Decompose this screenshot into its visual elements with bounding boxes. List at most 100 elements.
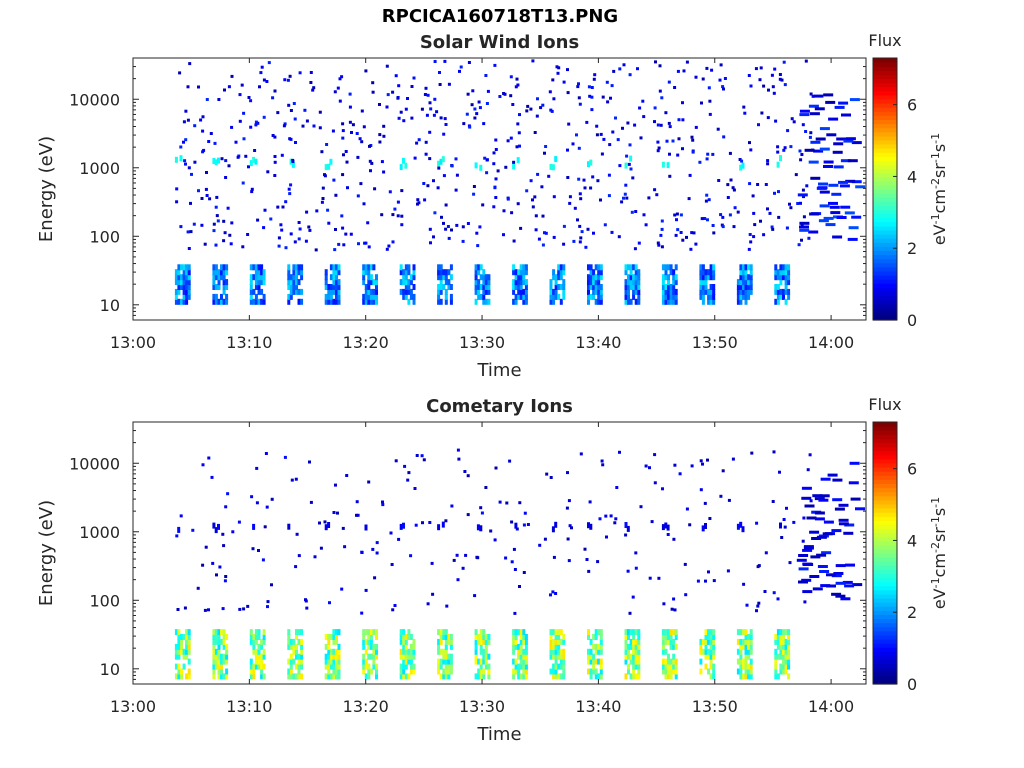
scatter-cell <box>213 141 217 145</box>
low-energy-cell <box>409 279 413 286</box>
scatter-cell <box>494 138 498 142</box>
late-cell <box>817 565 828 568</box>
low-energy-cell <box>739 673 743 680</box>
scatter-cell <box>770 73 774 77</box>
scatter-cell <box>305 210 309 214</box>
low-energy-cell <box>249 629 253 636</box>
low-energy-cell <box>257 264 261 271</box>
scatter-cell <box>273 155 277 158</box>
scatter-cell <box>283 455 287 459</box>
scatter-cell <box>428 130 432 134</box>
low-energy-cell <box>599 668 603 675</box>
low-energy-cell <box>474 658 478 665</box>
colorbar-segment <box>873 115 897 120</box>
band-1000-cell <box>437 524 441 531</box>
low-energy-cell <box>289 274 293 281</box>
scatter-cell <box>549 476 553 479</box>
low-energy-cell <box>407 648 411 655</box>
scatter-cell <box>589 186 593 190</box>
low-energy-cell <box>182 653 186 660</box>
scatter-cell <box>722 87 725 91</box>
scatter-cell <box>755 521 759 525</box>
low-energy-cell <box>257 274 261 281</box>
low-energy-cell <box>664 629 668 636</box>
scatter-cell <box>625 196 629 200</box>
scatter-cell <box>675 212 679 216</box>
scatter-cell <box>210 475 214 479</box>
low-energy-cell <box>444 279 448 286</box>
low-energy-cell <box>187 279 191 286</box>
scatter-cell <box>536 97 539 101</box>
low-energy-cell <box>519 663 523 670</box>
scatter-cell <box>429 241 432 245</box>
low-energy-cell <box>412 648 416 655</box>
low-energy-cell <box>709 284 713 290</box>
scatter-cell <box>534 228 538 232</box>
low-energy-cell <box>182 284 186 290</box>
low-energy-cell <box>214 284 218 290</box>
scatter-cell <box>444 203 448 207</box>
low-energy-cell <box>367 634 371 640</box>
low-energy-cell <box>372 648 376 655</box>
low-energy-cell <box>182 288 186 295</box>
scatter-cell <box>349 232 353 236</box>
low-energy-cell <box>292 643 296 650</box>
scatter-cell <box>777 215 781 219</box>
low-energy-cell <box>709 643 713 650</box>
low-energy-cell <box>375 274 378 281</box>
low-energy-cell <box>637 643 641 650</box>
scatter-cell <box>598 517 602 521</box>
low-energy-cell <box>514 634 518 640</box>
low-energy-cell <box>474 638 478 645</box>
scatter-cell <box>617 235 621 239</box>
scatter-cell <box>276 111 280 115</box>
low-energy-cell <box>634 648 638 655</box>
low-energy-cell <box>699 284 703 290</box>
low-energy-cell <box>327 653 331 660</box>
scatter-cell <box>625 154 629 158</box>
low-energy-cell <box>482 634 486 640</box>
scatter-cell <box>529 107 533 111</box>
colorbar-segment <box>873 671 897 677</box>
scatter-cell <box>333 90 337 94</box>
low-energy-cell <box>185 629 189 636</box>
low-energy-cell <box>747 668 751 675</box>
low-energy-cell <box>512 673 516 680</box>
low-energy-cell <box>174 274 178 281</box>
low-energy-cell <box>784 653 788 660</box>
late-cell <box>840 159 851 163</box>
low-energy-cell <box>444 274 448 281</box>
scatter-cell <box>256 218 260 222</box>
band-1000-cell <box>252 156 256 163</box>
scatter-cell <box>436 186 440 190</box>
colorbar-segment <box>873 123 897 129</box>
low-energy-cell <box>399 629 403 636</box>
scatter-cell <box>320 200 324 204</box>
late-cell <box>821 551 832 555</box>
low-energy-cell <box>249 274 253 281</box>
scatter-cell <box>246 604 250 608</box>
colorbar-segment <box>873 189 897 194</box>
low-energy-cell <box>369 634 373 640</box>
scatter-cell <box>555 65 559 69</box>
low-energy-cell <box>701 274 705 281</box>
low-energy-cell <box>514 663 518 670</box>
low-energy-cell <box>522 653 526 660</box>
low-energy-cell <box>487 298 491 305</box>
scatter-cell <box>242 111 246 115</box>
scatter-cell <box>378 103 381 106</box>
scatter-cell <box>639 505 643 509</box>
low-energy-cell <box>672 274 676 281</box>
low-energy-cell <box>369 638 373 645</box>
low-energy-cell <box>664 658 668 665</box>
low-energy-cell <box>300 288 304 295</box>
low-energy-cell <box>594 274 598 281</box>
scatter-cell <box>758 78 762 82</box>
scatter-cell <box>444 519 448 523</box>
scatter-cell <box>749 240 753 244</box>
scatter-cell <box>407 471 411 475</box>
low-energy-cell <box>517 663 521 670</box>
low-energy-cell <box>399 288 403 295</box>
low-energy-cell <box>522 264 526 271</box>
low-energy-cell <box>599 634 603 640</box>
